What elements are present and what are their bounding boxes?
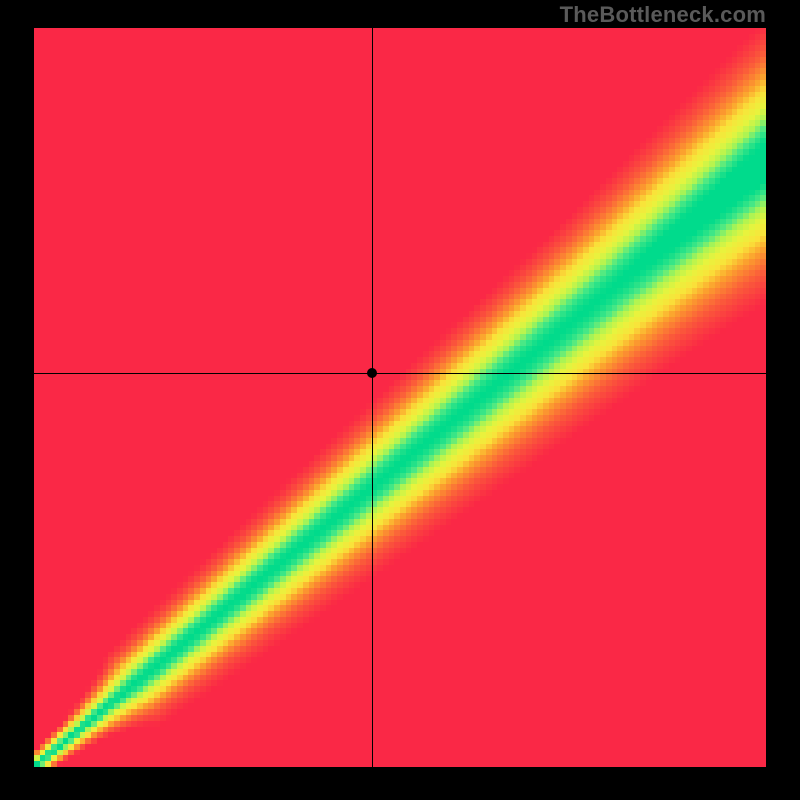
crosshair-vertical	[372, 28, 373, 767]
crosshair-horizontal	[34, 373, 766, 374]
watermark-text: TheBottleneck.com	[560, 2, 766, 28]
bottleneck-heatmap	[34, 28, 766, 767]
